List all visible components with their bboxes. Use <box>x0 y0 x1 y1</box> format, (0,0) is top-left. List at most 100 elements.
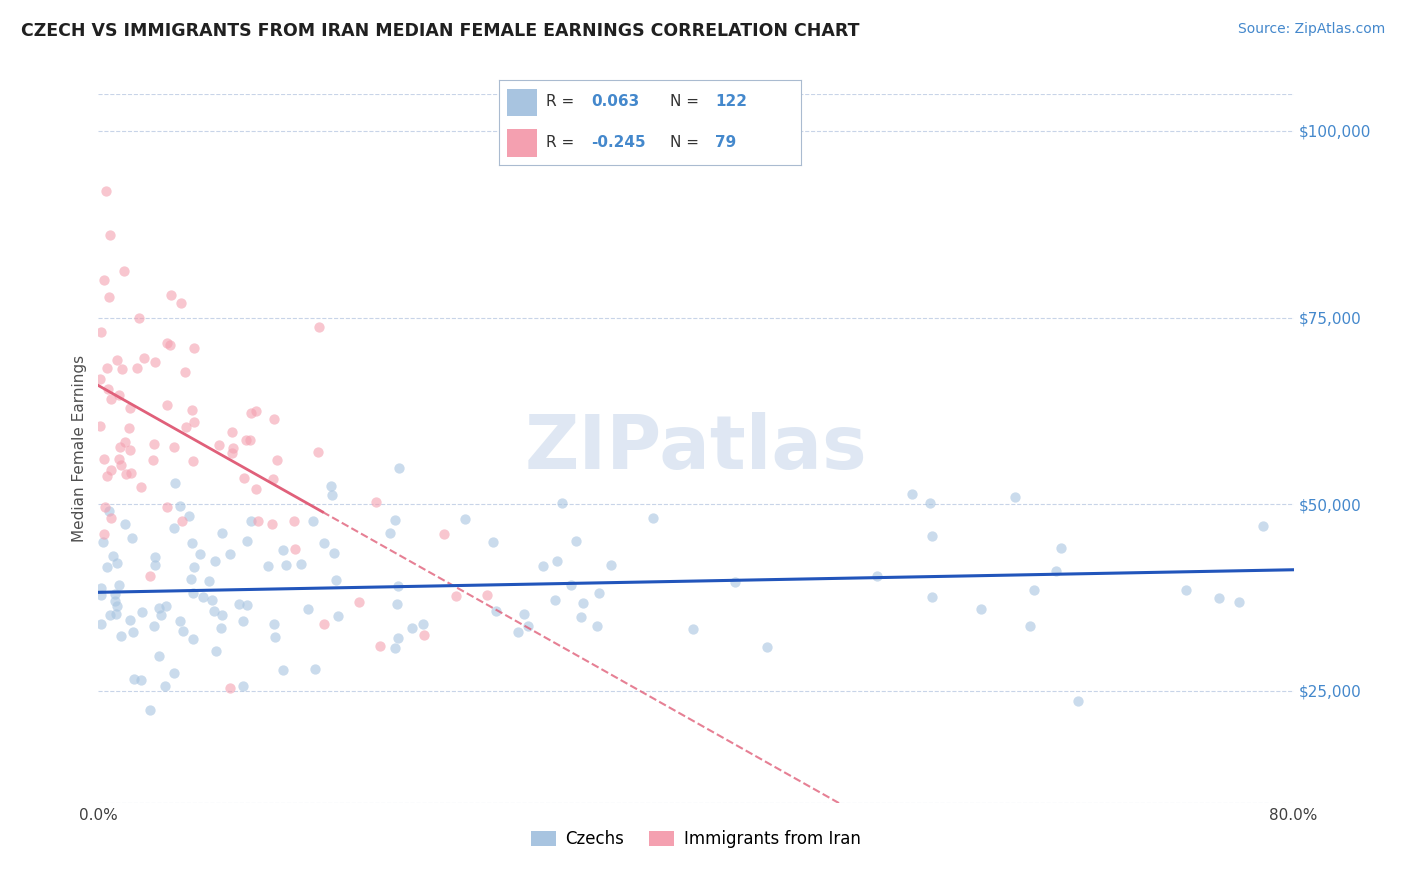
Point <box>159 337 181 351</box>
Point <box>412 617 434 632</box>
Point <box>211 608 233 623</box>
Point <box>143 558 166 573</box>
Text: Source: ZipAtlas.com: Source: ZipAtlas.com <box>1237 22 1385 37</box>
Point <box>201 593 224 607</box>
Point <box>1050 541 1073 555</box>
Point <box>283 514 305 528</box>
Point <box>209 621 232 635</box>
Point <box>96 361 118 376</box>
Point <box>148 648 170 663</box>
Point <box>163 521 186 535</box>
Point <box>139 703 162 717</box>
Point <box>98 228 122 243</box>
Point <box>100 511 122 525</box>
Point <box>245 482 267 496</box>
Point <box>90 588 112 602</box>
Point <box>387 579 409 593</box>
Point <box>169 614 191 628</box>
Point <box>180 573 202 587</box>
Point <box>90 617 112 632</box>
Point <box>544 593 567 607</box>
Point <box>108 388 131 402</box>
Point <box>321 488 343 502</box>
Point <box>569 609 592 624</box>
Point <box>564 534 586 549</box>
Point <box>105 607 128 621</box>
Point <box>183 632 205 647</box>
Point <box>485 603 508 617</box>
Point <box>219 681 242 695</box>
Point <box>512 607 534 621</box>
Point <box>155 599 177 613</box>
Point <box>188 547 211 561</box>
Point <box>108 578 131 592</box>
Point <box>221 425 243 439</box>
Point <box>156 398 179 412</box>
Point <box>108 452 131 467</box>
Point <box>724 574 747 589</box>
Point <box>142 619 165 633</box>
Text: N =: N = <box>669 95 699 110</box>
Text: R =: R = <box>546 95 574 110</box>
Point <box>93 500 115 514</box>
Point <box>120 401 142 415</box>
Point <box>149 607 172 622</box>
Point <box>290 557 312 571</box>
Point <box>302 514 325 528</box>
Point <box>121 624 143 639</box>
Point <box>384 513 406 527</box>
Text: 79: 79 <box>716 136 737 151</box>
Point <box>246 515 269 529</box>
Point <box>388 461 411 475</box>
Point <box>378 526 401 541</box>
Point <box>100 463 122 477</box>
Point <box>128 311 150 326</box>
Point <box>1045 564 1067 578</box>
Point <box>139 569 162 583</box>
Point <box>266 453 288 467</box>
Text: R =: R = <box>546 136 574 151</box>
Point <box>1022 583 1045 598</box>
Point <box>129 673 152 687</box>
Point <box>366 494 388 508</box>
Point <box>90 581 112 595</box>
Point <box>585 619 607 633</box>
Point <box>89 418 111 433</box>
Point <box>901 486 924 500</box>
Point <box>148 600 170 615</box>
Point <box>104 593 127 607</box>
Point <box>93 526 115 541</box>
Point <box>921 591 943 605</box>
Point <box>517 619 540 633</box>
Point <box>110 458 132 472</box>
Point <box>170 514 193 528</box>
Point <box>232 614 254 628</box>
Point <box>202 604 225 618</box>
Point <box>131 605 153 619</box>
Text: -0.245: -0.245 <box>592 136 645 151</box>
Point <box>262 472 284 486</box>
Point <box>98 290 121 304</box>
Point <box>506 624 529 639</box>
Point <box>96 469 118 483</box>
Point <box>183 341 205 355</box>
Point <box>263 412 285 426</box>
Point <box>104 587 127 601</box>
Point <box>682 622 704 636</box>
Point <box>970 602 993 616</box>
Point <box>94 184 117 198</box>
Point <box>1067 694 1090 708</box>
Point <box>245 403 267 417</box>
Point <box>433 527 456 541</box>
Point <box>129 480 152 494</box>
Point <box>108 440 131 454</box>
Point <box>142 453 165 467</box>
Point <box>110 629 132 643</box>
Point <box>100 392 122 407</box>
Point <box>1227 595 1250 609</box>
Legend: Czechs, Immigrants from Iran: Czechs, Immigrants from Iran <box>524 823 868 855</box>
Point <box>105 599 128 614</box>
Point <box>93 452 115 467</box>
Bar <box>506 129 537 157</box>
Point <box>162 666 184 681</box>
